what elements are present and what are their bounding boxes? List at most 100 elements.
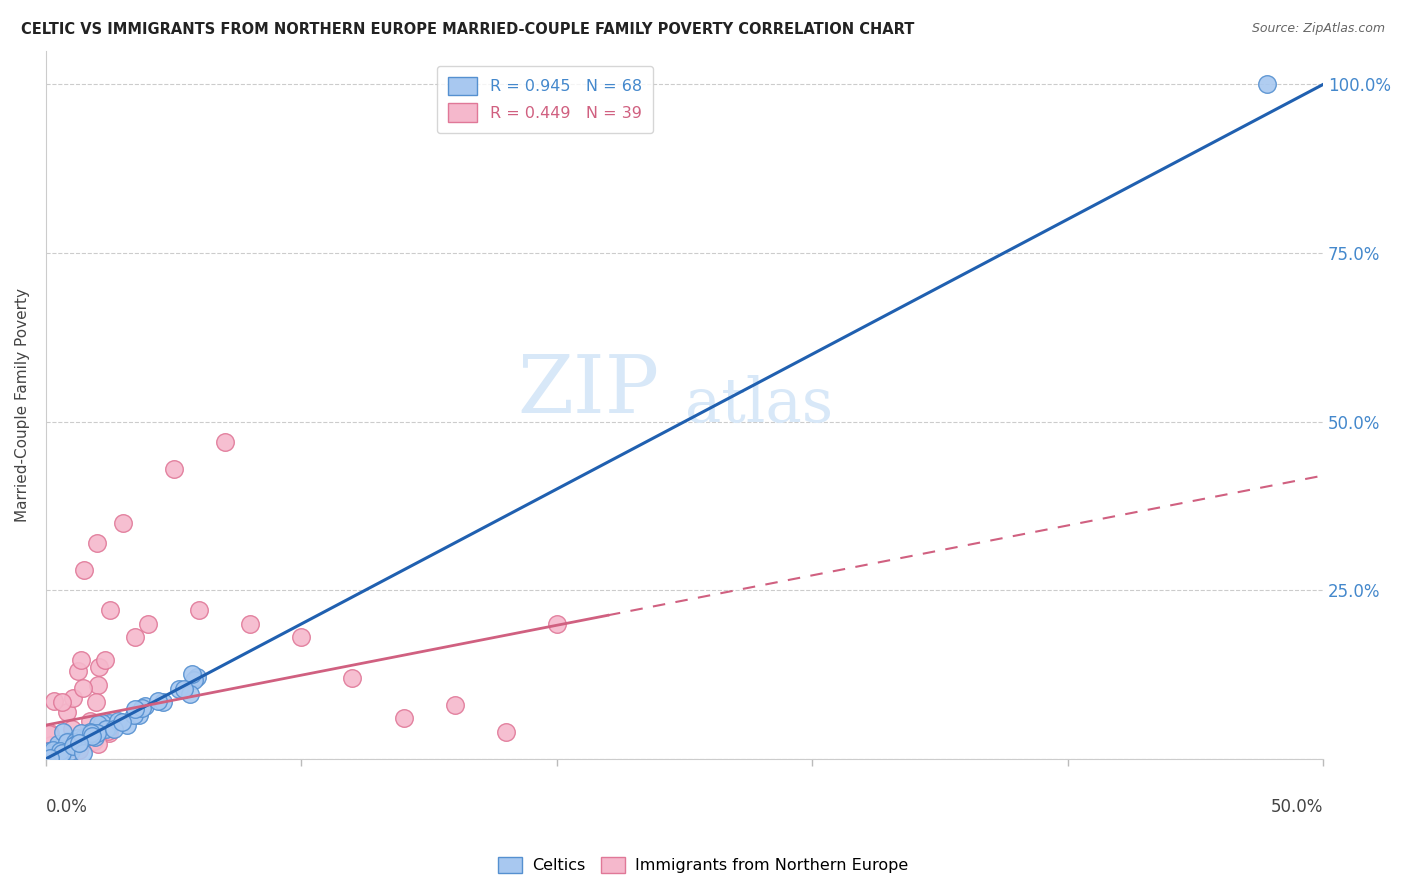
- Point: [80, 726, 103, 740]
- Point: [77, 728, 100, 742]
- Point: [82, 730, 104, 744]
- Point: [111, 714, 134, 729]
- Point: [98, 603, 121, 617]
- Point: [546, 616, 568, 631]
- Point: [1256, 78, 1278, 92]
- Point: [38, 751, 60, 765]
- Point: [51, 739, 73, 753]
- Point: [38, 727, 60, 741]
- Point: [41, 751, 63, 765]
- Point: [60, 722, 83, 736]
- Point: [152, 695, 174, 709]
- Text: ZIP: ZIP: [517, 351, 659, 430]
- Point: [41, 749, 63, 764]
- Point: [122, 707, 145, 722]
- Point: [38, 744, 60, 758]
- Point: [49, 739, 72, 754]
- Point: [186, 670, 208, 684]
- Point: [41, 738, 63, 752]
- Point: [87, 738, 110, 752]
- Point: [39, 726, 62, 740]
- Point: [97, 716, 120, 731]
- Point: [87, 717, 110, 731]
- Point: [94, 653, 117, 667]
- Point: [65, 738, 87, 752]
- Point: [87, 678, 110, 692]
- Point: [55, 706, 77, 720]
- Point: [55, 735, 77, 749]
- Point: [167, 682, 190, 697]
- Point: [53, 737, 76, 751]
- Text: 50.0%: 50.0%: [1271, 797, 1323, 815]
- Point: [67, 743, 90, 757]
- Point: [83, 731, 105, 745]
- Point: [495, 724, 517, 739]
- Point: [52, 724, 75, 739]
- Point: [134, 699, 156, 714]
- Point: [124, 702, 146, 716]
- Point: [49, 744, 72, 758]
- Point: [84, 695, 107, 709]
- Point: [44, 745, 66, 759]
- Point: [89, 660, 111, 674]
- Point: [79, 724, 101, 739]
- Point: [72, 681, 94, 695]
- Point: [53, 744, 76, 758]
- Point: [41, 751, 63, 765]
- Point: [42, 748, 65, 763]
- Legend: R = 0.945   N = 68, R = 0.449   N = 39: R = 0.945 N = 68, R = 0.449 N = 39: [437, 66, 654, 133]
- Legend: Celtics, Immigrants from Northern Europe: Celtics, Immigrants from Northern Europe: [492, 850, 914, 880]
- Point: [44, 741, 66, 756]
- Point: [98, 726, 121, 740]
- Point: [59, 734, 82, 748]
- Point: [188, 603, 211, 617]
- Point: [44, 749, 66, 764]
- Point: [131, 701, 153, 715]
- Point: [290, 631, 312, 645]
- Point: [214, 434, 236, 449]
- Point: [128, 708, 150, 723]
- Point: [62, 690, 84, 705]
- Point: [73, 563, 96, 577]
- Point: [86, 726, 108, 740]
- Text: atlas: atlas: [685, 375, 832, 434]
- Point: [44, 694, 66, 708]
- Point: [79, 714, 101, 728]
- Point: [239, 616, 262, 631]
- Point: [342, 671, 364, 685]
- Point: [46, 747, 69, 761]
- Point: [72, 747, 94, 761]
- Point: [117, 718, 139, 732]
- Point: [51, 695, 73, 709]
- Point: [103, 722, 125, 736]
- Point: [67, 731, 90, 745]
- Point: [86, 536, 108, 550]
- Point: [183, 673, 205, 687]
- Point: [63, 738, 86, 752]
- Point: [136, 616, 159, 631]
- Point: [392, 711, 415, 725]
- Point: [96, 722, 118, 736]
- Point: [163, 462, 186, 476]
- Point: [107, 714, 129, 728]
- Point: [46, 743, 69, 757]
- Point: [65, 734, 87, 748]
- Point: [42, 743, 65, 757]
- Point: [124, 631, 146, 645]
- Point: [67, 665, 90, 679]
- Point: [59, 743, 82, 757]
- Point: [56, 736, 79, 750]
- Point: [83, 734, 105, 748]
- Point: [97, 723, 120, 738]
- Point: [179, 687, 201, 701]
- Point: [41, 751, 63, 765]
- Point: [70, 726, 93, 740]
- Point: [48, 751, 70, 765]
- Point: [62, 739, 84, 753]
- Point: [51, 744, 73, 758]
- Point: [111, 516, 134, 530]
- Point: [58, 734, 80, 748]
- Point: [72, 731, 94, 745]
- Point: [38, 751, 60, 765]
- Point: [181, 667, 204, 681]
